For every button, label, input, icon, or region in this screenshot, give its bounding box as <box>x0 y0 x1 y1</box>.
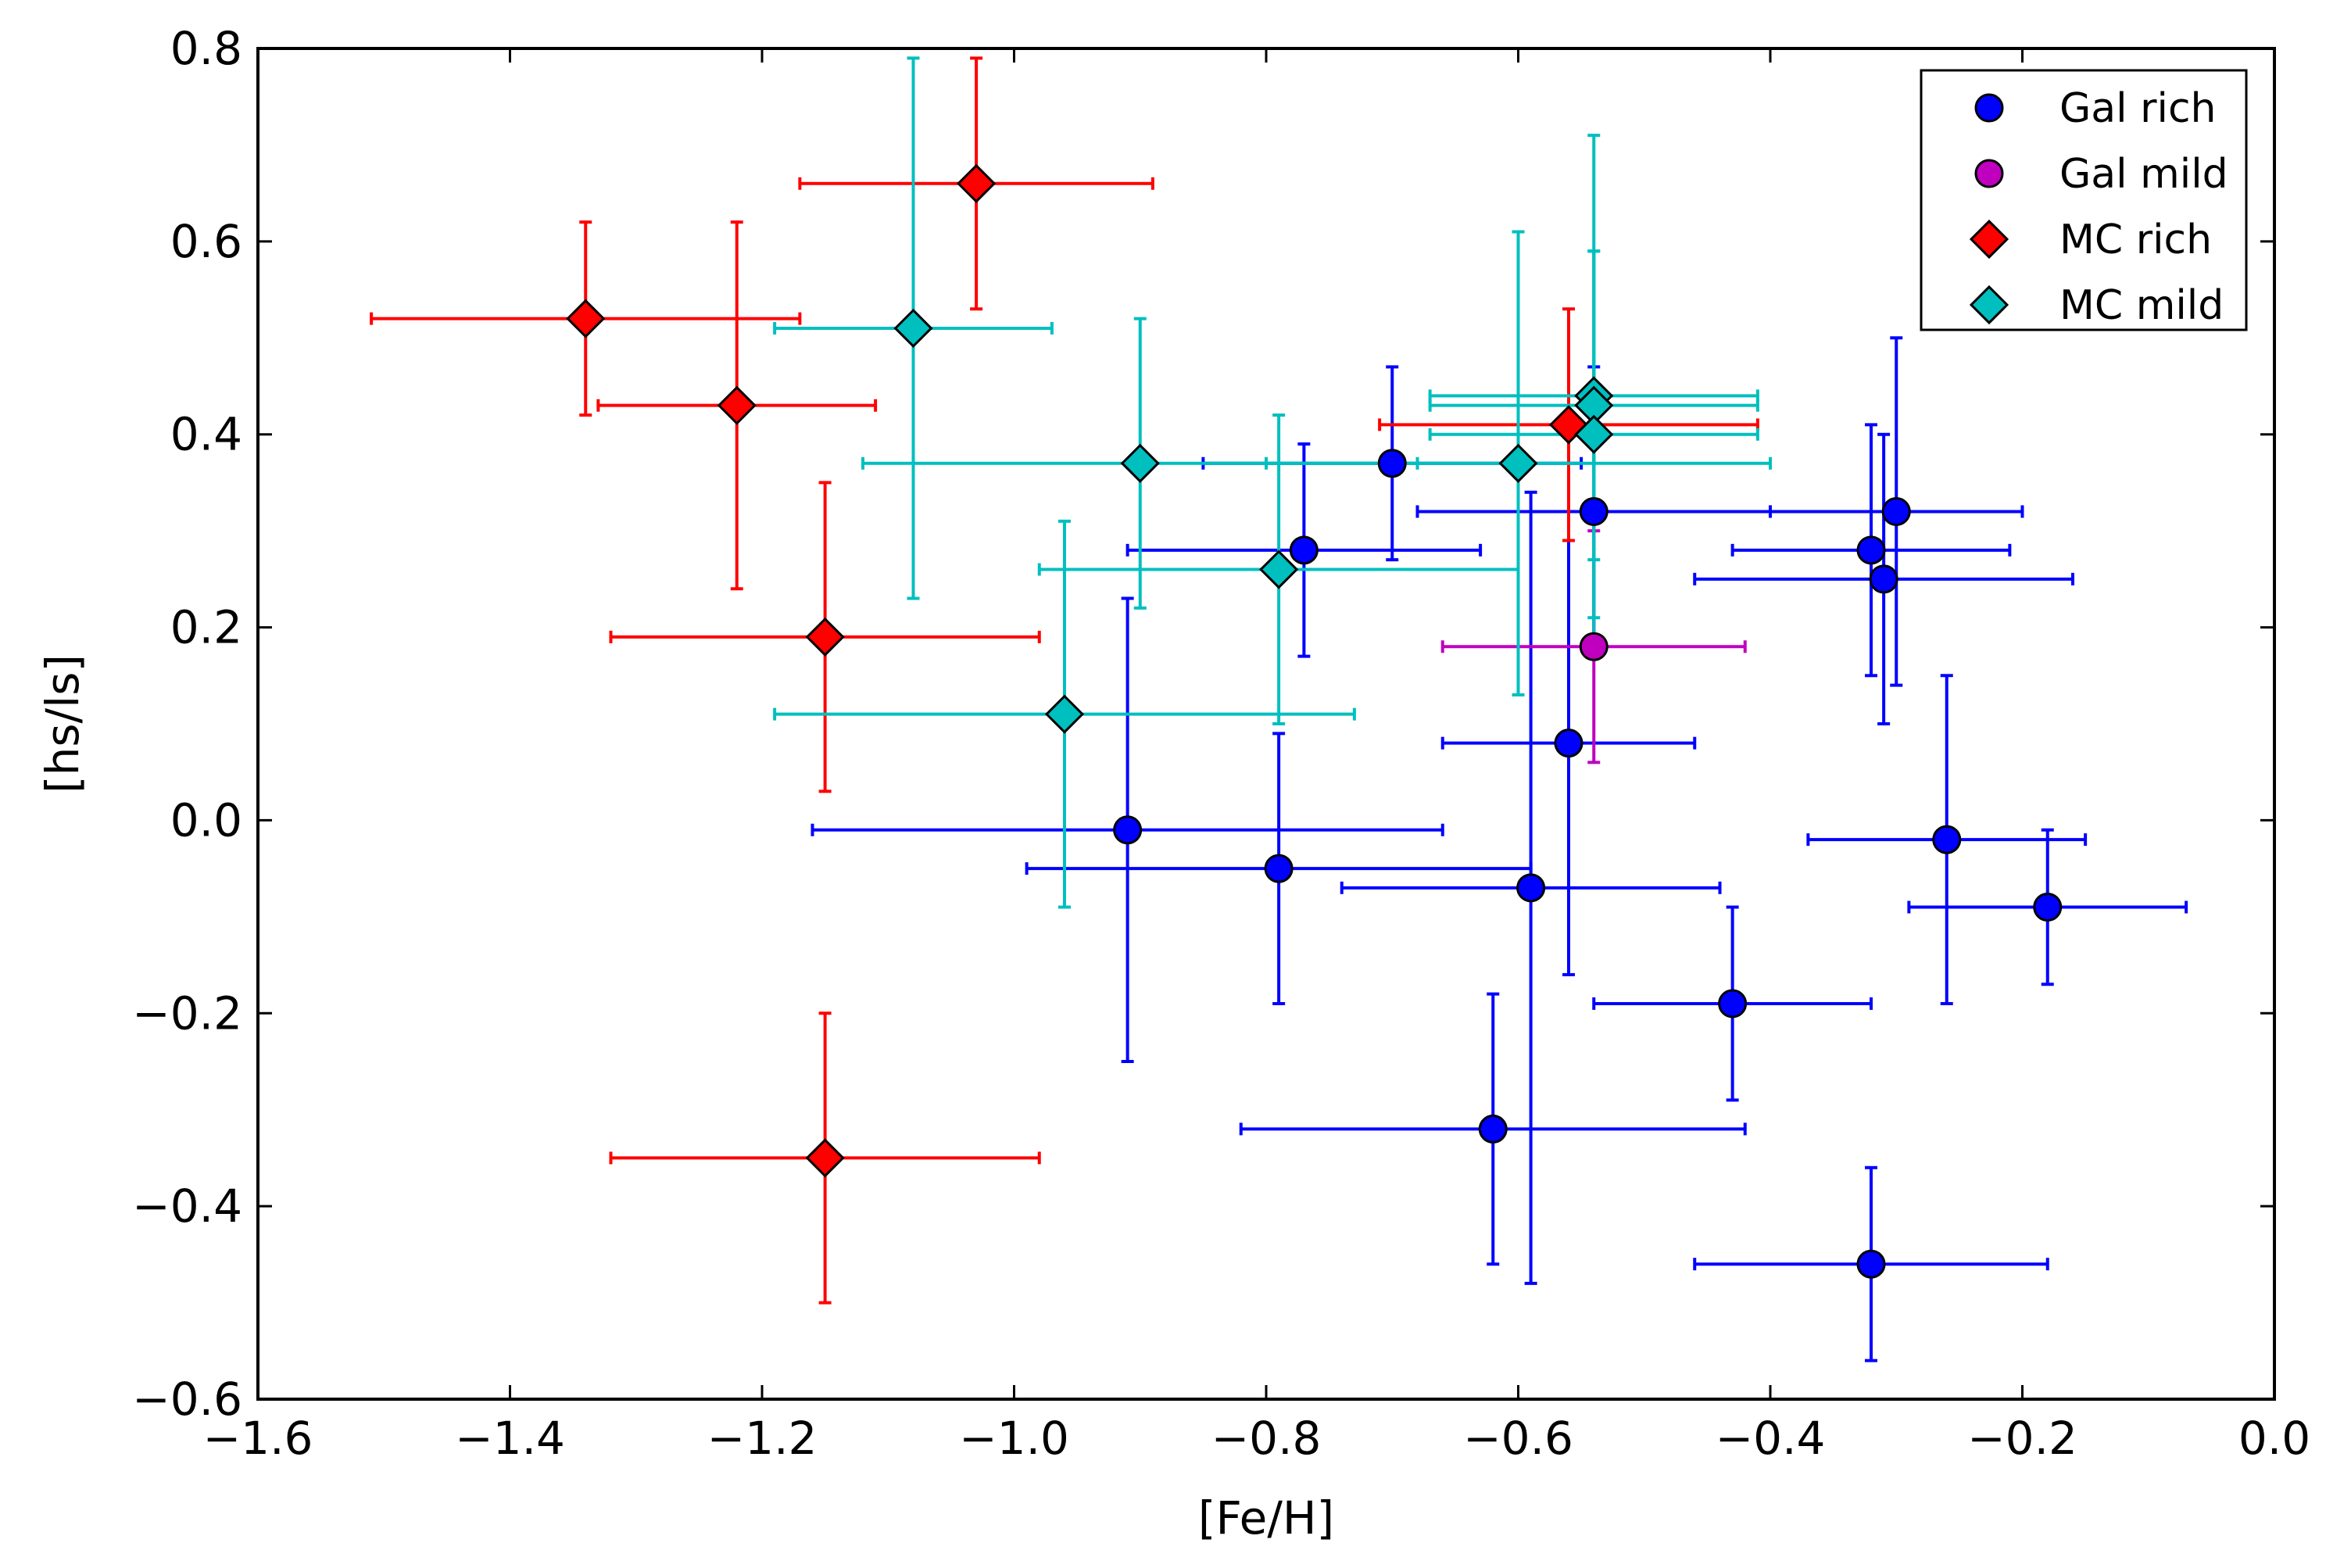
axis-ticks <box>256 47 2276 1401</box>
gal-rich-point <box>1264 854 1294 883</box>
y-tick-label: 0.2 <box>170 601 242 654</box>
gal-rich-point <box>1881 496 1911 526</box>
legend: Gal rich Gal mild MC rich MC mild <box>1920 69 2248 331</box>
gal-rich-point <box>1289 535 1319 565</box>
mc-rich-point <box>957 163 997 203</box>
gal-rich-point <box>2033 893 2063 922</box>
y-tick-label: 0.8 <box>170 22 242 75</box>
legend-label-gal-mild: Gal mild <box>2059 151 2228 198</box>
x-tick-label: −1.6 <box>203 1412 313 1465</box>
x-tick-label: −1.2 <box>707 1412 818 1465</box>
gal-rich-point <box>1932 825 1962 854</box>
mc-rich-point <box>805 617 845 657</box>
legend-label-mc-rich: MC rich <box>2059 217 2212 263</box>
y-tick-label: −0.4 <box>132 1180 242 1233</box>
y-tick-label: 0.4 <box>170 408 242 461</box>
legend-label-gal-rich: Gal rich <box>2059 85 2217 132</box>
legend-marker-mc-rich <box>1969 219 2009 260</box>
x-tick-label: −0.4 <box>1716 1412 1826 1465</box>
gal-rich-point <box>1554 729 1583 758</box>
mc-mild-point <box>1120 443 1160 483</box>
gal-rich-point <box>1869 564 1898 594</box>
y-axis-label: [hs/ls] <box>36 654 89 793</box>
x-tick-label: 0.0 <box>2238 1412 2310 1465</box>
gal-rich-point <box>1478 1114 1508 1144</box>
gal-rich-point <box>1377 449 1407 478</box>
gal-rich-point <box>1856 535 1886 565</box>
y-tick-label: 0.6 <box>170 215 242 268</box>
mc-mild-point <box>1259 550 1299 589</box>
markers-layer <box>566 163 2063 1279</box>
x-axis-label: [Fe/H] <box>1198 1491 1334 1545</box>
legend-frame <box>1920 69 2248 331</box>
errorbars-layer <box>370 56 2188 1362</box>
gal-rich-point <box>1718 989 1748 1018</box>
legend-items: Gal rich Gal mild MC rich MC mild <box>1969 85 2228 329</box>
y-tick-label: −0.6 <box>132 1373 242 1426</box>
mc-rich-point <box>1548 405 1589 445</box>
legend-marker-gal-mild <box>1974 159 2004 188</box>
mc-mild-point <box>1574 414 1614 454</box>
mc-rich-point <box>566 299 606 338</box>
gal-rich-point <box>1113 815 1143 845</box>
x-tick-label: −0.8 <box>1211 1412 1322 1465</box>
x-tick-label: −1.0 <box>959 1412 1069 1465</box>
legend-marker-mc-mild <box>1969 285 2009 325</box>
legend-label-mc-mild: MC mild <box>2059 282 2224 329</box>
mc-mild-point <box>893 308 933 349</box>
legend-marker-gal-rich <box>1974 93 2004 123</box>
y-tick-label: 0.0 <box>170 793 242 847</box>
x-tick-label: −0.2 <box>1967 1412 2077 1465</box>
gal-rich-point <box>1856 1249 1886 1279</box>
mc-mild-point <box>1044 694 1085 734</box>
axis-tick-labels: −1.6 −1.4 −1.2 −1.0 −0.8 −0.6 −0.4 −0.2 0.0 −0.6 −… <box>132 22 2310 1465</box>
x-tick-label: −0.6 <box>1463 1412 1573 1465</box>
gal-mild-point <box>1579 632 1609 661</box>
mc-rich-point <box>805 1138 845 1178</box>
y-tick-label: −0.2 <box>132 986 242 1040</box>
gal-rich-point <box>1579 496 1609 526</box>
x-tick-label: −1.4 <box>455 1412 565 1465</box>
mc-mild-point <box>1498 443 1538 483</box>
gal-rich-point <box>1516 873 1546 903</box>
mc-rich-point <box>717 385 757 425</box>
